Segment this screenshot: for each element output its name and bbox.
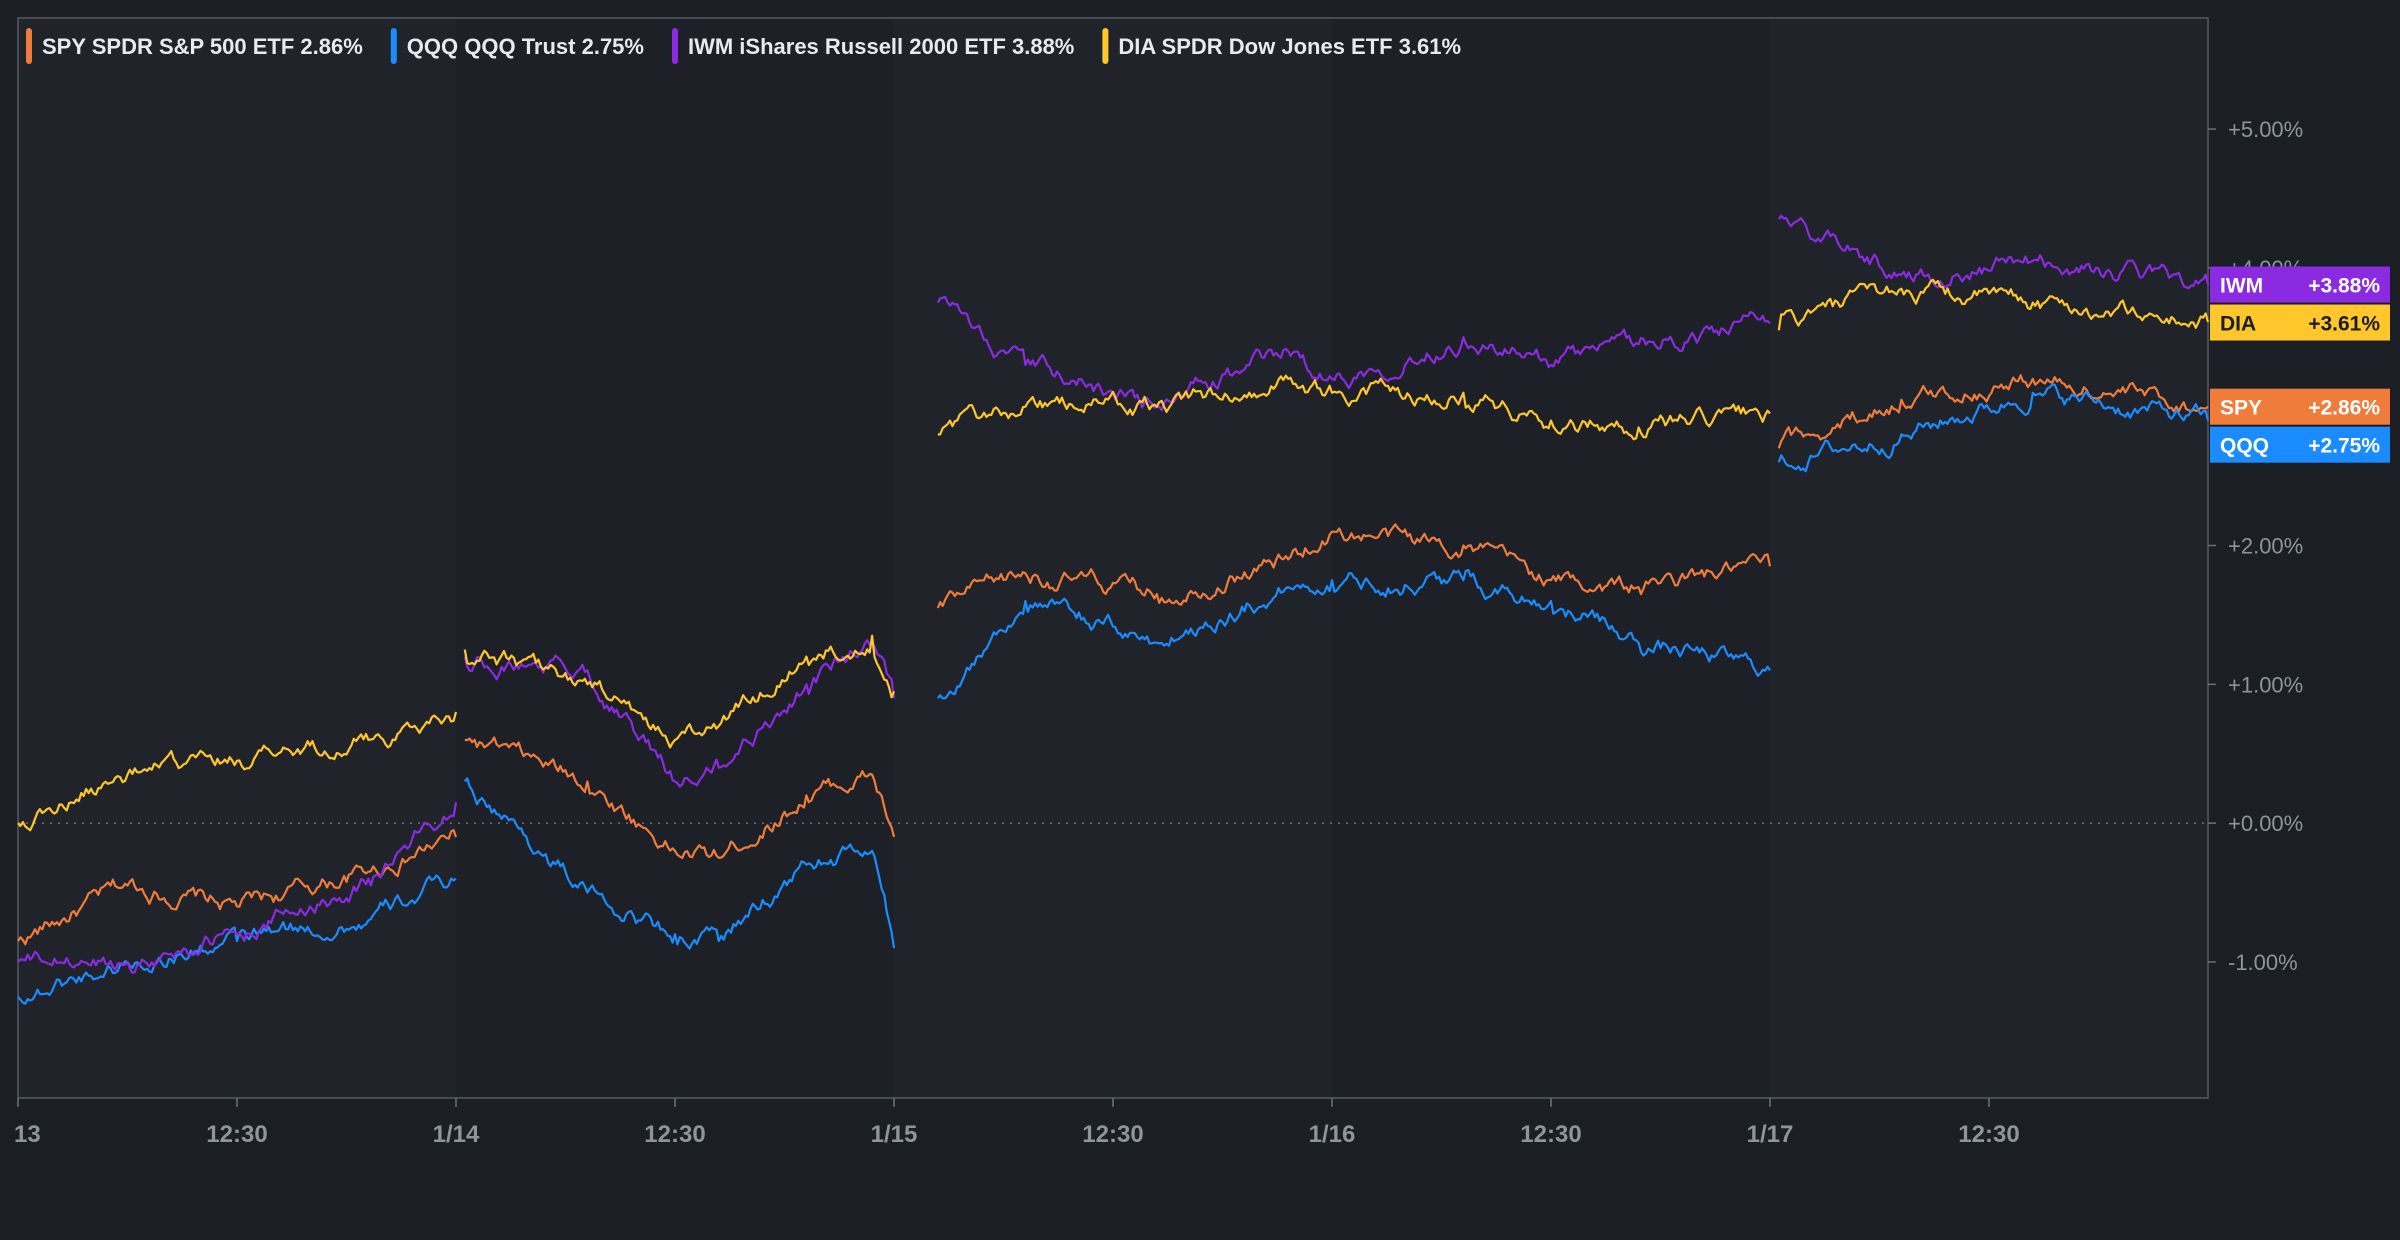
y-tick-label: +5.00% <box>2228 117 2303 142</box>
legend-swatch <box>390 28 397 64</box>
price-tag-symbol: SPY <box>2220 397 2262 420</box>
x-tick-label: 1/15 <box>871 1121 918 1148</box>
x-tick-label: 12:30 <box>644 1121 705 1148</box>
legend-swatch <box>671 28 678 64</box>
price-tag-value: +2.86% <box>2308 397 2380 420</box>
x-tick-label: 12:30 <box>206 1121 267 1148</box>
legend-swatch <box>1102 28 1109 64</box>
x-tick-label: 1/17 <box>1747 1121 1794 1148</box>
series-line-iwm <box>17 214 2210 974</box>
y-tick-label: +0.00% <box>2228 811 2303 836</box>
price-tag-value: +3.88% <box>2308 275 2380 298</box>
day-band <box>1770 18 2208 1098</box>
y-tick-label: -1.00% <box>2228 950 2298 975</box>
day-band <box>456 18 894 1098</box>
legend-item-iwm[interactable]: IWM iShares Russell 2000 ETF 3.88% <box>671 28 1074 64</box>
price-tag-symbol: IWM <box>2220 275 2263 298</box>
price-tag-spy <box>2210 388 2390 425</box>
legend-item-spy[interactable]: SPY SPDR S&P 500 ETF 2.86% <box>26 28 363 64</box>
price-tag-iwm <box>2210 266 2390 303</box>
price-tag-value: +2.75% <box>2308 435 2380 458</box>
day-band <box>894 18 1332 1098</box>
price-tag-symbol: QQQ <box>2220 435 2269 458</box>
price-tag-symbol: DIA <box>2220 313 2256 336</box>
x-tick-label: 12:30 <box>1958 1121 2019 1148</box>
legend-label: DIA SPDR Dow Jones ETF 3.61% <box>1118 34 1461 59</box>
x-tick-label: 1/14 <box>433 1121 480 1148</box>
day-band <box>18 18 456 1098</box>
series-line-dia <box>17 278 2210 832</box>
series-line-qqq <box>17 383 2210 1005</box>
legend-label: IWM iShares Russell 2000 ETF 3.88% <box>688 34 1074 59</box>
day-band <box>1332 18 1770 1098</box>
x-tick-label: 13 <box>14 1121 41 1148</box>
series-line-spy <box>17 374 2209 946</box>
x-tick-label: 1/16 <box>1309 1121 1356 1148</box>
price-tag-dia <box>2210 304 2390 341</box>
x-tick-label: 12:30 <box>1520 1121 1581 1148</box>
price-tag-value: +3.61% <box>2308 313 2380 336</box>
x-tick-label: 12:30 <box>1082 1121 1143 1148</box>
legend-item-dia[interactable]: DIA SPDR Dow Jones ETF 3.61% <box>1102 28 1461 64</box>
y-tick-label: +1.00% <box>2228 672 2303 697</box>
price-tag-qqq <box>2210 426 2390 463</box>
legend-swatch <box>26 28 32 64</box>
legend-label: QQQ QQQ Trust 2.75% <box>407 34 644 59</box>
legend-label: SPY SPDR S&P 500 ETF 2.86% <box>42 34 363 59</box>
y-tick-label: +2.00% <box>2228 534 2303 559</box>
legend-item-qqq[interactable]: QQQ QQQ Trust 2.75% <box>390 28 644 64</box>
